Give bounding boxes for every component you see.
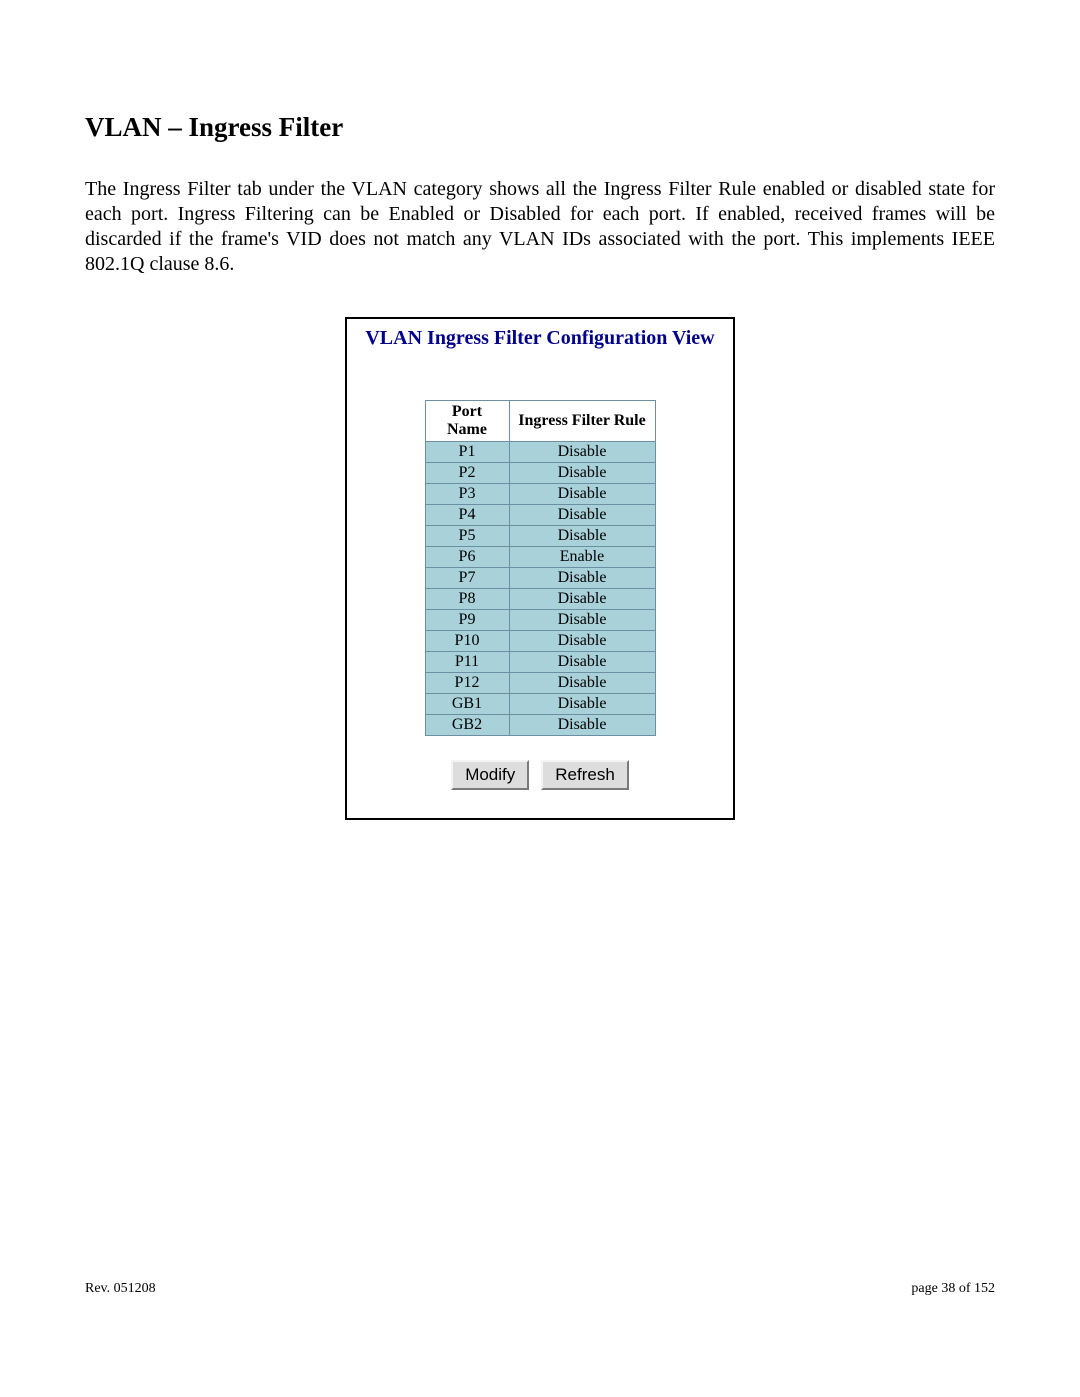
col-ingress-rule: Ingress Filter Rule [509, 401, 655, 442]
cell-port: GB1 [425, 694, 509, 715]
cell-port: P11 [425, 652, 509, 673]
cell-rule: Disable [509, 715, 655, 736]
refresh-button[interactable]: Refresh [541, 760, 629, 790]
table-row: GB2Disable [425, 715, 655, 736]
cell-rule: Disable [509, 673, 655, 694]
cell-rule: Enable [509, 547, 655, 568]
cell-port: P12 [425, 673, 509, 694]
table-row: P5Disable [425, 526, 655, 547]
cell-rule: Disable [509, 631, 655, 652]
cell-port: P8 [425, 589, 509, 610]
cell-port: P5 [425, 526, 509, 547]
table-row: P8Disable [425, 589, 655, 610]
cell-rule: Disable [509, 652, 655, 673]
table-wrap: Port Name Ingress Filter Rule P1Disable … [347, 356, 733, 750]
table-row: P7Disable [425, 568, 655, 589]
table-row: GB1Disable [425, 694, 655, 715]
cell-port: P7 [425, 568, 509, 589]
table-row: P12Disable [425, 673, 655, 694]
panel-title: VLAN Ingress Filter Configuration View [347, 319, 733, 356]
cell-port: P4 [425, 505, 509, 526]
table-header-row: Port Name Ingress Filter Rule [425, 401, 655, 442]
cell-port: P9 [425, 610, 509, 631]
page-footer: Rev. 051208 page 38 of 152 [85, 1281, 995, 1297]
cell-rule: Disable [509, 610, 655, 631]
table-row: P6Enable [425, 547, 655, 568]
table-row: P3Disable [425, 484, 655, 505]
footer-page: page 38 of 152 [911, 1281, 995, 1297]
cell-rule: Disable [509, 568, 655, 589]
cell-port: P10 [425, 631, 509, 652]
intro-paragraph: The Ingress Filter tab under the VLAN ca… [85, 177, 995, 277]
table-row: P1Disable [425, 442, 655, 463]
cell-port: P3 [425, 484, 509, 505]
button-row: Modify Refresh [347, 750, 733, 790]
cell-port: P2 [425, 463, 509, 484]
table-row: P2Disable [425, 463, 655, 484]
cell-rule: Disable [509, 484, 655, 505]
cell-rule: Disable [509, 589, 655, 610]
cell-rule: Disable [509, 442, 655, 463]
cell-port: GB2 [425, 715, 509, 736]
modify-button[interactable]: Modify [451, 760, 529, 790]
footer-rev: Rev. 051208 [85, 1281, 156, 1297]
vlan-ingress-config-panel: VLAN Ingress Filter Configuration View P… [345, 317, 735, 820]
col-port-name: Port Name [425, 401, 509, 442]
table-row: P4Disable [425, 505, 655, 526]
ingress-filter-table: Port Name Ingress Filter Rule P1Disable … [425, 400, 656, 736]
cell-port: P1 [425, 442, 509, 463]
cell-rule: Disable [509, 526, 655, 547]
table-row: P9Disable [425, 610, 655, 631]
document-page: VLAN – Ingress Filter The Ingress Filter… [0, 0, 1080, 820]
cell-rule: Disable [509, 505, 655, 526]
cell-port: P6 [425, 547, 509, 568]
table-row: P10Disable [425, 631, 655, 652]
cell-rule: Disable [509, 463, 655, 484]
cell-rule: Disable [509, 694, 655, 715]
table-row: P11Disable [425, 652, 655, 673]
page-title: VLAN – Ingress Filter [85, 112, 995, 143]
